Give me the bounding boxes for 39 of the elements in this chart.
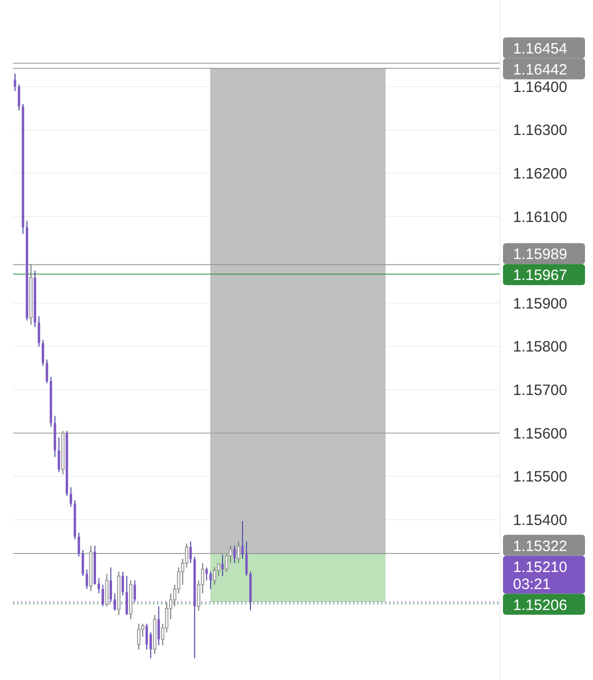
candlestick: [82, 550, 84, 577]
candlestick: [38, 316, 40, 347]
candlestick: [184, 543, 188, 568]
candlestick: [221, 554, 224, 577]
y-tick-label: 1.16100: [513, 208, 568, 226]
y-tick-label: 1.16300: [513, 122, 568, 140]
y-tick-label: 1.15400: [513, 512, 568, 529]
y-tick-label: 1.15700: [513, 382, 568, 400]
candlestick: [236, 540, 240, 564]
candlestick: [158, 606, 160, 646]
candlestick: [122, 571, 124, 596]
y-tick-label: 1.16200: [513, 166, 568, 182]
ref-line-label: 1.16442: [513, 61, 568, 78]
candlestick: [216, 562, 220, 577]
candlestick: [86, 569, 88, 590]
candlestick: [146, 623, 148, 650]
candlestick: [189, 540, 192, 564]
y-tick-label: 1.16400: [513, 78, 568, 96]
candlestick: [78, 532, 80, 558]
ref-line-label: 1.15967: [513, 267, 568, 284]
y-tick-label: 1.15900: [513, 295, 568, 312]
candlestick: [212, 566, 216, 586]
ref-line-label: 1.15206: [513, 596, 568, 614]
ref-line-label: 1.15322: [513, 538, 568, 555]
y-tick-label: 1.15800: [513, 338, 568, 356]
candlestick: [46, 358, 48, 384]
candlestick: [205, 566, 208, 581]
candlestick: [42, 340, 44, 366]
ref-line-label: 1.16454: [513, 40, 568, 58]
ref-line-label: 1.15989: [513, 246, 568, 264]
candlestick: [98, 578, 100, 594]
candlestick: [209, 571, 212, 590]
candlestick: [70, 486, 72, 508]
y-tick-label: 1.15500: [513, 468, 568, 486]
candlestick: [105, 573, 109, 607]
candlestick: [58, 436, 60, 473]
ref-line-label: 1.15210 03:21: [513, 558, 568, 593]
candlestick: [137, 623, 140, 650]
y-tick-label: 1.15600: [513, 425, 568, 442]
